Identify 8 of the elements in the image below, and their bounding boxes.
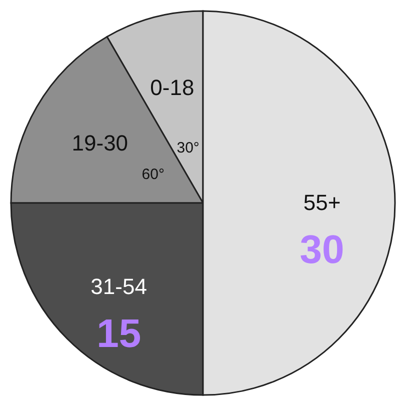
data-label: 15 <box>96 312 142 356</box>
slice-label: 31-54 <box>90 274 147 300</box>
slice-label: 55+ <box>303 190 341 215</box>
data-label: 30 <box>300 228 344 272</box>
text: 60° <box>142 166 164 184</box>
slice-label: 19-30 <box>72 130 128 156</box>
text: 30° <box>176 139 200 156</box>
slice-label: 0-18 <box>150 75 194 100</box>
